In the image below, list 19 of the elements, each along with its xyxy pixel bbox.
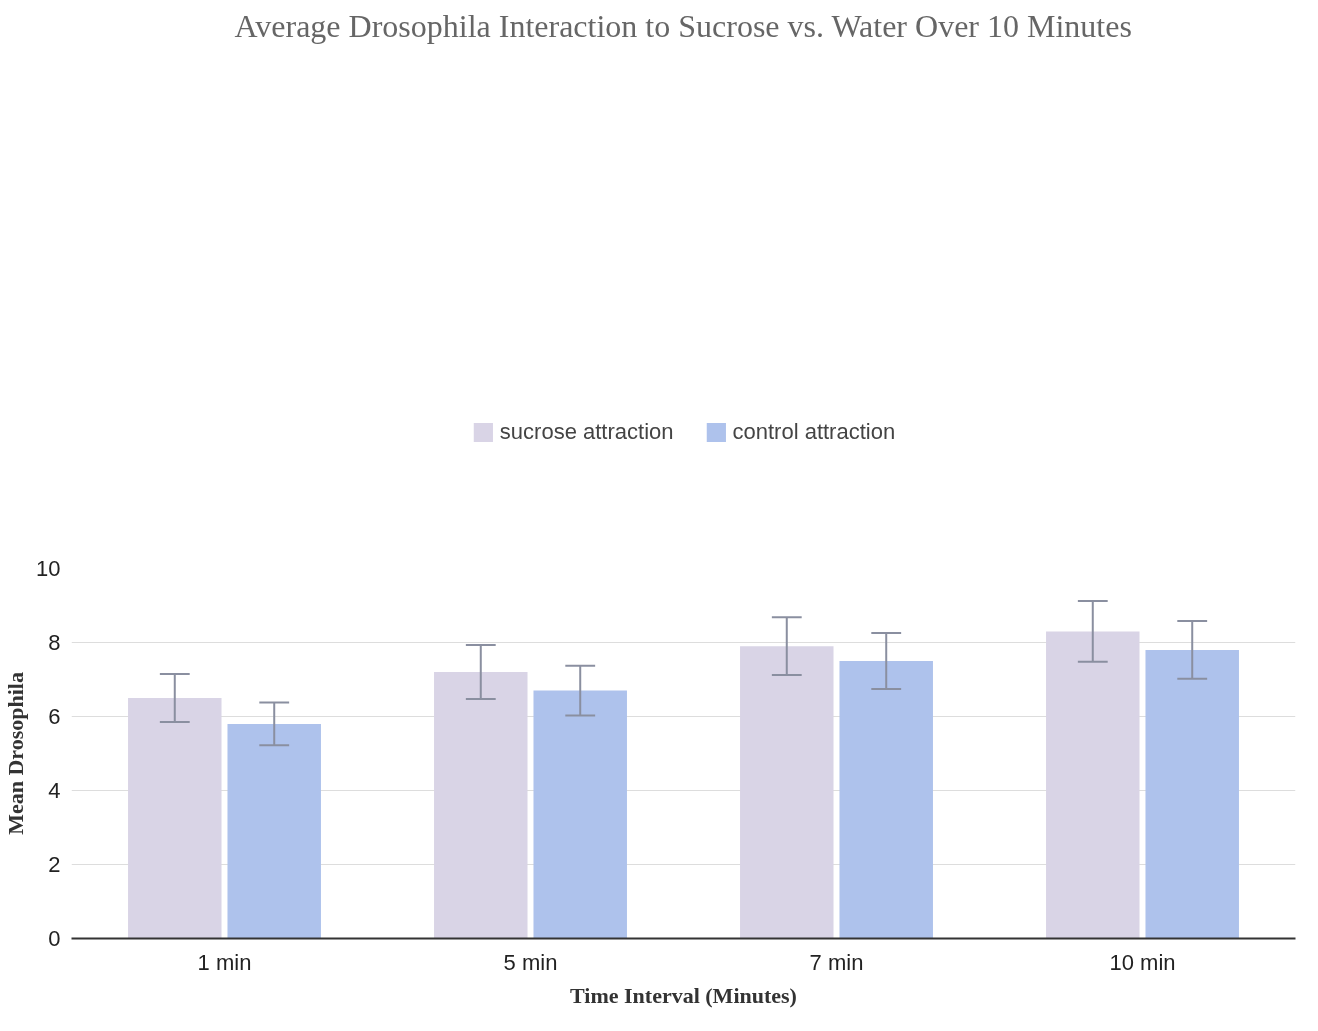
x-tick-label: 10 min (1109, 949, 1176, 975)
legend-label: control attraction (732, 418, 896, 445)
x-tick-label: 1 min (197, 949, 252, 975)
y-tick-label: 0 (48, 926, 61, 951)
x-axis-title: Time Interval (Minutes) (570, 982, 797, 1008)
chart-title: Average Drosophila Interaction to Sucrose vs. Water Over 10 Minutes (234, 7, 1132, 44)
y-tick-label: 6 (48, 704, 61, 729)
y-tick-label: 4 (48, 778, 61, 803)
legend-label: sucrose attraction (499, 418, 674, 445)
bar (839, 661, 933, 939)
x-tick-label: 7 min (809, 949, 864, 975)
y-axis-title: Mean Drosophila (3, 672, 29, 835)
bar (533, 690, 627, 939)
x-tick-label: 5 min (503, 949, 558, 975)
y-tick-label: 8 (48, 630, 61, 655)
bar (227, 723, 321, 939)
y-tick-label: 2 (48, 852, 61, 877)
y-tick-label: 10 (36, 556, 61, 581)
bar (1145, 649, 1239, 939)
